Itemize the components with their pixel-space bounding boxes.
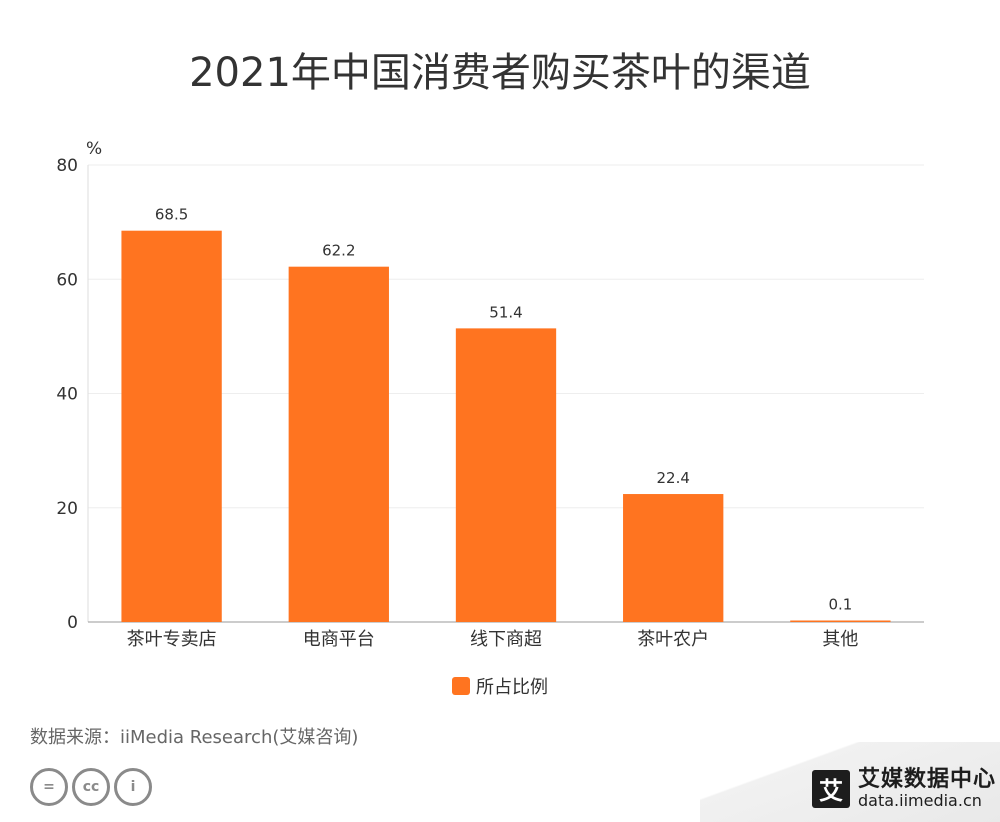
bar: [121, 230, 222, 622]
brand-name: 艾媒数据中心: [858, 767, 997, 792]
axes: 0 20 40 60 80% 茶叶专卖店 电商平台 线下商超 茶叶农户 其他: [56, 139, 924, 650]
chart-title: 2021年中国消费者购买茶叶的渠道: [189, 50, 811, 96]
bar: [455, 328, 557, 622]
legend-label: 所占比例: [476, 677, 548, 698]
attribution-license-icon: i: [114, 768, 152, 806]
legend-swatch: [452, 677, 470, 695]
x-tick-label: 茶叶农户: [637, 629, 709, 650]
x-tick-label: 线下商超: [470, 629, 542, 650]
brand-background: [700, 742, 1000, 822]
y-tick-label: 60: [56, 270, 78, 290]
brand-logo-icon: 艾: [812, 769, 850, 808]
equals-license-icon: =: [30, 768, 68, 806]
x-tick-label: 电商平台: [303, 629, 375, 650]
y-tick-label: 0: [67, 613, 78, 633]
cc-license-icon: cc: [72, 768, 110, 806]
bar-value-label: 0.1: [828, 596, 852, 614]
x-tick-label: 茶叶专卖店: [127, 629, 217, 650]
bar: [623, 494, 724, 622]
bar: [790, 620, 891, 622]
brand-mark: 艾 艾媒数据中心 data.iimedia.cn: [812, 767, 997, 811]
y-axis-unit: %: [86, 139, 102, 159]
license-icons: = cc i: [30, 768, 152, 806]
bar-value-label: 68.5: [155, 206, 188, 224]
y-tick-label: 40: [56, 385, 78, 405]
bar-value-label: 62.2: [322, 242, 355, 260]
bar-value-label: 51.4: [489, 303, 522, 321]
brand-url: data.iimedia.cn: [858, 791, 982, 811]
y-tick-label: 80: [56, 156, 78, 176]
y-tick-label: 20: [56, 499, 78, 519]
bar-value-label: 22.4: [656, 469, 689, 487]
legend: 所占比例: [452, 677, 548, 698]
x-tick-label: 其他: [822, 629, 858, 650]
bar-chart: 0 20 40 60 80% 茶叶专卖店 电商平台 线下商超 茶叶农户 其他 68.5 62.2 51…: [56, 139, 924, 698]
data-labels: 68.5 62.2 51.4 22.4 0.1: [155, 206, 852, 614]
bar: [288, 266, 389, 622]
bars: [121, 230, 891, 622]
data-source: 数据来源：iiMedia Research(艾媒咨询): [30, 727, 359, 748]
